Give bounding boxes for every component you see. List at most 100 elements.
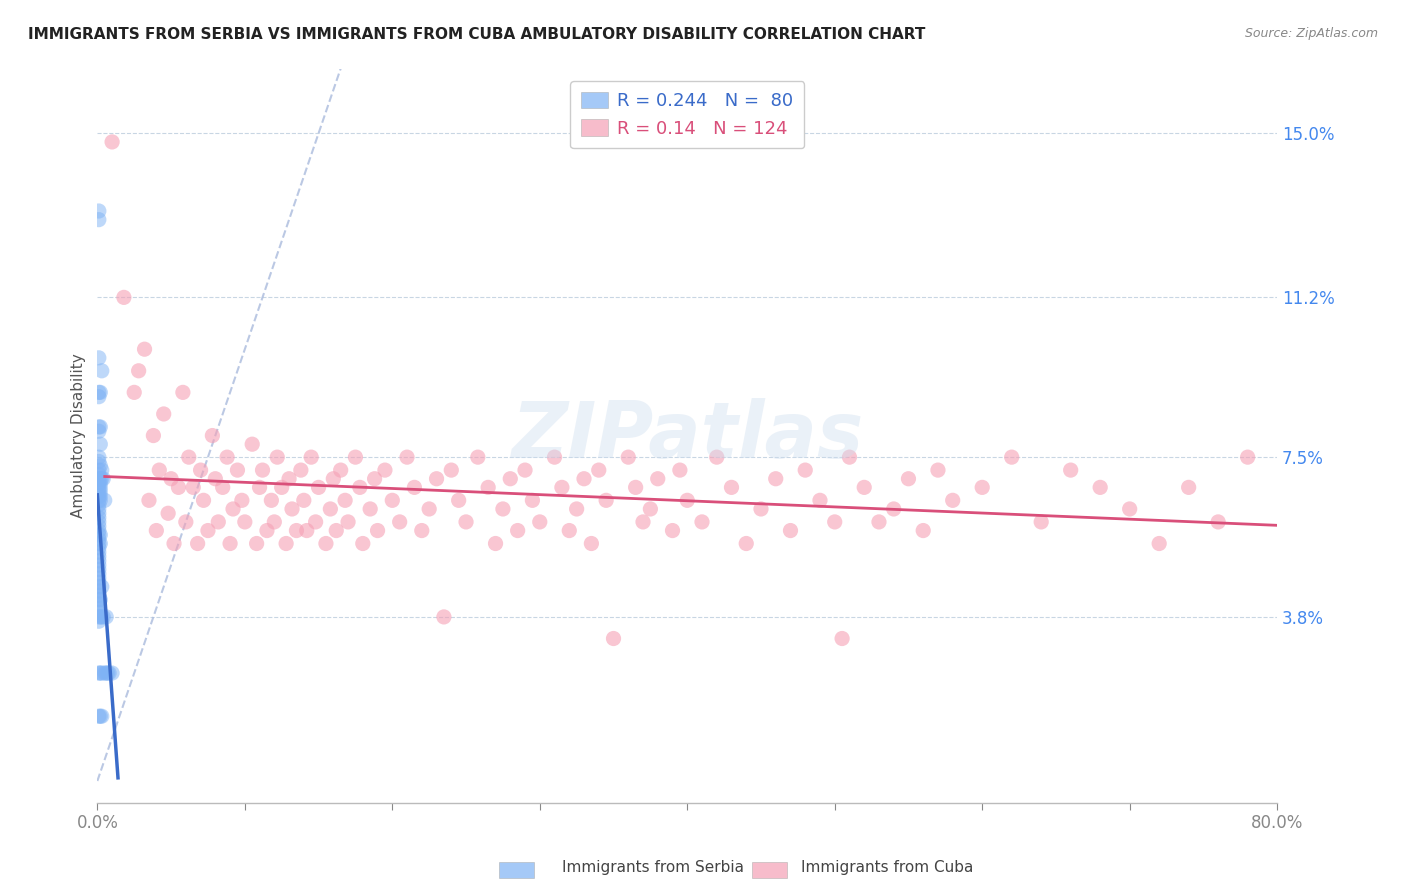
Point xyxy=(87,528,110,542)
Point xyxy=(87,467,110,482)
Point xyxy=(87,515,110,529)
Point xyxy=(231,493,253,508)
Point xyxy=(447,493,470,508)
Point xyxy=(90,364,112,378)
Point xyxy=(278,472,301,486)
Point xyxy=(304,515,326,529)
Point xyxy=(337,515,360,529)
Legend: R = 0.244   N =  80, R = 0.14   N = 124: R = 0.244 N = 80, R = 0.14 N = 124 xyxy=(571,81,804,148)
Point xyxy=(197,524,219,538)
Point xyxy=(201,428,224,442)
Point xyxy=(972,480,994,494)
Point xyxy=(690,515,713,529)
Point xyxy=(89,480,111,494)
Point xyxy=(89,610,111,624)
Y-axis label: Ambulatory Disability: Ambulatory Disability xyxy=(72,353,86,518)
Point xyxy=(454,515,477,529)
Point xyxy=(765,472,787,486)
Point xyxy=(174,515,197,529)
Point xyxy=(96,666,118,681)
Point xyxy=(249,480,271,494)
Point xyxy=(87,385,110,400)
Point xyxy=(838,450,860,464)
Point xyxy=(87,519,110,533)
Point xyxy=(749,502,772,516)
Point xyxy=(89,709,111,723)
Point xyxy=(87,502,110,516)
Point xyxy=(87,420,110,434)
Point xyxy=(87,454,110,468)
Point xyxy=(87,601,110,615)
Point xyxy=(89,420,111,434)
Point xyxy=(87,549,110,564)
Point xyxy=(87,606,110,620)
Point xyxy=(617,450,640,464)
Point xyxy=(418,502,440,516)
Point xyxy=(897,472,920,486)
Point xyxy=(425,472,447,486)
Point xyxy=(640,502,662,516)
Point xyxy=(853,480,876,494)
Point xyxy=(363,472,385,486)
Point xyxy=(824,515,846,529)
Point xyxy=(89,385,111,400)
Point xyxy=(187,536,209,550)
Point xyxy=(90,463,112,477)
Point xyxy=(167,480,190,494)
Point xyxy=(927,463,949,477)
Point xyxy=(98,666,121,681)
Point xyxy=(89,484,111,499)
Point xyxy=(160,472,183,486)
Point xyxy=(87,541,110,555)
Point xyxy=(263,515,285,529)
Point xyxy=(467,450,489,464)
Point xyxy=(565,502,588,516)
Point xyxy=(352,536,374,550)
Point xyxy=(484,536,506,550)
Point xyxy=(134,342,156,356)
Point xyxy=(226,463,249,477)
Point xyxy=(89,472,111,486)
Point xyxy=(1236,450,1258,464)
Point xyxy=(87,493,110,508)
Point xyxy=(87,592,110,607)
Point xyxy=(522,493,544,508)
Point xyxy=(319,502,342,516)
Point xyxy=(1177,480,1199,494)
Point xyxy=(233,515,256,529)
Point xyxy=(87,506,110,520)
Point xyxy=(87,532,110,546)
Point xyxy=(177,450,200,464)
Point xyxy=(87,545,110,559)
Point xyxy=(1206,515,1229,529)
Point xyxy=(602,632,624,646)
Point xyxy=(90,472,112,486)
Point xyxy=(112,290,135,304)
Point xyxy=(87,666,110,681)
Point xyxy=(595,493,617,508)
Point xyxy=(388,515,411,529)
Point xyxy=(87,614,110,628)
Point xyxy=(631,515,654,529)
Point xyxy=(87,558,110,573)
Point xyxy=(89,528,111,542)
Point xyxy=(808,493,831,508)
Point xyxy=(706,450,728,464)
Point xyxy=(89,437,111,451)
Point xyxy=(222,502,245,516)
Point xyxy=(207,515,229,529)
Point xyxy=(87,554,110,568)
Point xyxy=(942,493,965,508)
Point xyxy=(274,536,297,550)
Point xyxy=(87,351,110,365)
Point xyxy=(91,472,114,486)
Point xyxy=(506,524,529,538)
Text: IMMIGRANTS FROM SERBIA VS IMMIGRANTS FROM CUBA AMBULATORY DISABILITY CORRELATION: IMMIGRANTS FROM SERBIA VS IMMIGRANTS FRO… xyxy=(28,27,925,42)
Point xyxy=(270,480,292,494)
Point xyxy=(1118,502,1140,516)
Point xyxy=(295,524,318,538)
Point xyxy=(96,610,118,624)
Point xyxy=(492,502,515,516)
Point xyxy=(87,610,110,624)
Point xyxy=(676,493,699,508)
